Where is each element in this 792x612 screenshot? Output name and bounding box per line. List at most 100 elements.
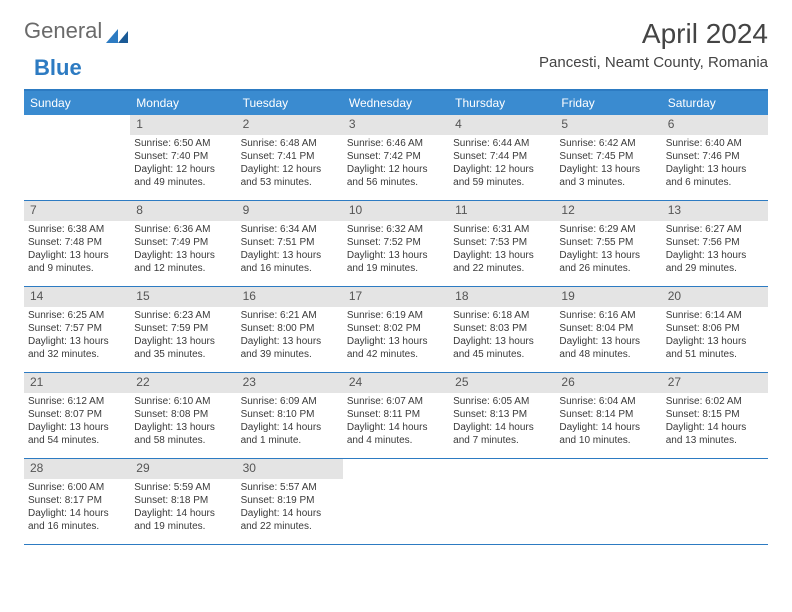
calendar-cell-17: 17Sunrise: 6:19 AMSunset: 8:02 PMDayligh… [343,287,449,373]
sunrise-line: Sunrise: 6:27 AM [666,223,764,236]
sunset-line: Sunset: 8:08 PM [134,408,232,421]
sunset-line: Sunset: 8:14 PM [559,408,657,421]
day-number: 29 [130,459,236,479]
day-number: 10 [343,201,449,221]
dow-thursday: Thursday [449,91,555,115]
daylight-line: Daylight: 13 hours and 39 minutes. [241,335,339,361]
sunset-line: Sunset: 8:19 PM [241,494,339,507]
logo-mark-icon [106,23,130,39]
day-info: Sunrise: 6:14 AMSunset: 8:06 PMDaylight:… [662,307,768,365]
daylight-line: Daylight: 14 hours and 7 minutes. [453,421,551,447]
daylight-line: Daylight: 13 hours and 6 minutes. [666,163,764,189]
sunset-line: Sunset: 8:15 PM [666,408,764,421]
dow-saturday: Saturday [662,91,768,115]
calendar-cell-19: 19Sunrise: 6:16 AMSunset: 8:04 PMDayligh… [555,287,661,373]
sunrise-line: Sunrise: 6:44 AM [453,137,551,150]
day-info: Sunrise: 6:16 AMSunset: 8:04 PMDaylight:… [555,307,661,365]
day-info: Sunrise: 6:10 AMSunset: 8:08 PMDaylight:… [130,393,236,451]
calendar-cell-12: 12Sunrise: 6:29 AMSunset: 7:55 PMDayligh… [555,201,661,287]
day-number: 23 [237,373,343,393]
calendar-grid: 1Sunrise: 6:50 AMSunset: 7:40 PMDaylight… [24,115,768,545]
sunset-line: Sunset: 8:02 PM [347,322,445,335]
day-info: Sunrise: 6:04 AMSunset: 8:14 PMDaylight:… [555,393,661,451]
day-info: Sunrise: 6:23 AMSunset: 7:59 PMDaylight:… [130,307,236,365]
day-info: Sunrise: 6:19 AMSunset: 8:02 PMDaylight:… [343,307,449,365]
calendar-cell-14: 14Sunrise: 6:25 AMSunset: 7:57 PMDayligh… [24,287,130,373]
sunset-line: Sunset: 7:41 PM [241,150,339,163]
daylight-line: Daylight: 14 hours and 16 minutes. [28,507,126,533]
day-info: Sunrise: 6:32 AMSunset: 7:52 PMDaylight:… [343,221,449,279]
sunrise-line: Sunrise: 6:25 AM [28,309,126,322]
day-info: Sunrise: 6:36 AMSunset: 7:49 PMDaylight:… [130,221,236,279]
sunrise-line: Sunrise: 6:46 AM [347,137,445,150]
calendar-cell-2: 2Sunrise: 6:48 AMSunset: 7:41 PMDaylight… [237,115,343,201]
day-number: 8 [130,201,236,221]
calendar-cell-28: 28Sunrise: 6:00 AMSunset: 8:17 PMDayligh… [24,459,130,545]
day-number: 22 [130,373,236,393]
sunset-line: Sunset: 7:55 PM [559,236,657,249]
day-info: Sunrise: 6:09 AMSunset: 8:10 PMDaylight:… [237,393,343,451]
day-number: 15 [130,287,236,307]
day-info: Sunrise: 6:07 AMSunset: 8:11 PMDaylight:… [343,393,449,451]
day-info: Sunrise: 6:27 AMSunset: 7:56 PMDaylight:… [662,221,768,279]
calendar-cell-13: 13Sunrise: 6:27 AMSunset: 7:56 PMDayligh… [662,201,768,287]
day-number: 16 [237,287,343,307]
calendar-cell-23: 23Sunrise: 6:09 AMSunset: 8:10 PMDayligh… [237,373,343,459]
day-number: 17 [343,287,449,307]
sunrise-line: Sunrise: 6:09 AM [241,395,339,408]
day-number: 1 [130,115,236,135]
calendar-cell-7: 7Sunrise: 6:38 AMSunset: 7:48 PMDaylight… [24,201,130,287]
day-number: 12 [555,201,661,221]
day-number: 27 [662,373,768,393]
sunset-line: Sunset: 8:07 PM [28,408,126,421]
day-info: Sunrise: 6:21 AMSunset: 8:00 PMDaylight:… [237,307,343,365]
day-number: 7 [24,201,130,221]
daylight-line: Daylight: 14 hours and 19 minutes. [134,507,232,533]
sunset-line: Sunset: 7:40 PM [134,150,232,163]
dow-friday: Friday [555,91,661,115]
sunset-line: Sunset: 7:49 PM [134,236,232,249]
calendar-cell-6: 6Sunrise: 6:40 AMSunset: 7:46 PMDaylight… [662,115,768,201]
calendar-cell-blank [449,459,555,545]
day-number: 14 [24,287,130,307]
sunset-line: Sunset: 8:11 PM [347,408,445,421]
sunrise-line: Sunrise: 6:23 AM [134,309,232,322]
daylight-line: Daylight: 14 hours and 22 minutes. [241,507,339,533]
day-info: Sunrise: 6:31 AMSunset: 7:53 PMDaylight:… [449,221,555,279]
calendar-cell-10: 10Sunrise: 6:32 AMSunset: 7:52 PMDayligh… [343,201,449,287]
calendar-cell-16: 16Sunrise: 6:21 AMSunset: 8:00 PMDayligh… [237,287,343,373]
calendar-cell-4: 4Sunrise: 6:44 AMSunset: 7:44 PMDaylight… [449,115,555,201]
day-info: Sunrise: 6:48 AMSunset: 7:41 PMDaylight:… [237,135,343,193]
sunset-line: Sunset: 7:51 PM [241,236,339,249]
sunset-line: Sunset: 7:42 PM [347,150,445,163]
sunset-line: Sunset: 7:46 PM [666,150,764,163]
daylight-line: Daylight: 13 hours and 26 minutes. [559,249,657,275]
daylight-line: Daylight: 13 hours and 12 minutes. [134,249,232,275]
dow-row: SundayMondayTuesdayWednesdayThursdayFrid… [24,91,768,115]
sunset-line: Sunset: 8:06 PM [666,322,764,335]
day-info: Sunrise: 6:46 AMSunset: 7:42 PMDaylight:… [343,135,449,193]
day-number: 21 [24,373,130,393]
day-number: 5 [555,115,661,135]
sunset-line: Sunset: 8:10 PM [241,408,339,421]
calendar-cell-29: 29Sunrise: 5:59 AMSunset: 8:18 PMDayligh… [130,459,236,545]
sunset-line: Sunset: 7:52 PM [347,236,445,249]
logo-text-blue: Blue [34,55,82,80]
sunrise-line: Sunrise: 6:34 AM [241,223,339,236]
sunrise-line: Sunrise: 6:12 AM [28,395,126,408]
day-number: 24 [343,373,449,393]
sunset-line: Sunset: 8:00 PM [241,322,339,335]
day-number: 13 [662,201,768,221]
day-info: Sunrise: 5:57 AMSunset: 8:19 PMDaylight:… [237,479,343,537]
sunrise-line: Sunrise: 6:14 AM [666,309,764,322]
calendar-cell-30: 30Sunrise: 5:57 AMSunset: 8:19 PMDayligh… [237,459,343,545]
sunset-line: Sunset: 7:53 PM [453,236,551,249]
sunset-line: Sunset: 8:04 PM [559,322,657,335]
sunrise-line: Sunrise: 6:04 AM [559,395,657,408]
day-info: Sunrise: 6:42 AMSunset: 7:45 PMDaylight:… [555,135,661,193]
day-number: 2 [237,115,343,135]
sunset-line: Sunset: 7:56 PM [666,236,764,249]
day-info: Sunrise: 6:50 AMSunset: 7:40 PMDaylight:… [130,135,236,193]
calendar-cell-blank [555,459,661,545]
day-info: Sunrise: 6:12 AMSunset: 8:07 PMDaylight:… [24,393,130,451]
